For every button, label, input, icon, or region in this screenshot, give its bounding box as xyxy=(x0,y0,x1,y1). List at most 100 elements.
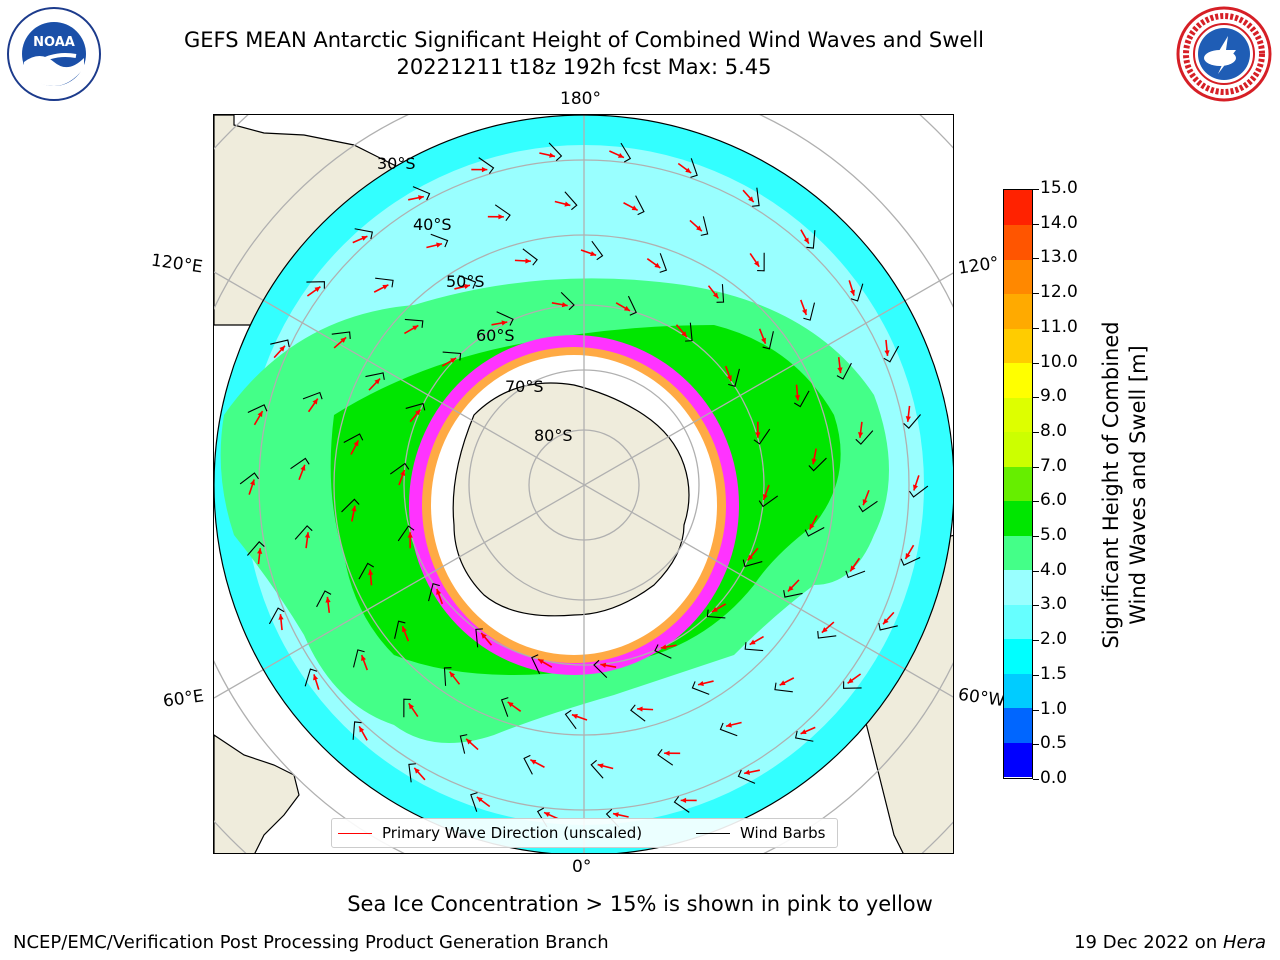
colorbar-tick-mark xyxy=(1033,258,1039,260)
colorbar-tick-label: 8.0 xyxy=(1040,420,1068,441)
wind-barb xyxy=(290,457,310,470)
colorbar-segment xyxy=(1004,673,1032,709)
wind-barb xyxy=(365,372,385,380)
wave-arrow-head xyxy=(712,292,719,299)
legend-wind-barbs: Wind Barbs xyxy=(696,824,825,842)
lat-label-30s: 30°S xyxy=(377,154,416,173)
wind-barb xyxy=(635,195,645,216)
wave-arrow-head xyxy=(637,706,643,712)
map-canvas: 30°S 40°S 50°S 60°S 70°S 80°S xyxy=(214,115,953,853)
colorbar-segment xyxy=(1004,224,1032,260)
wind-barb xyxy=(306,281,325,289)
wave-arrow-head xyxy=(257,411,263,418)
wave-arrow-head xyxy=(726,722,732,728)
wave-arrow-head xyxy=(382,284,389,290)
wave-arrow-head xyxy=(847,678,854,684)
wave-arrow-head xyxy=(711,606,718,612)
wind-barb xyxy=(352,721,362,740)
wave-arrow-head xyxy=(779,680,786,686)
wave-arrow-head xyxy=(913,484,918,491)
lon-label-60e: 60°E xyxy=(161,686,206,712)
wave-arrow-head xyxy=(466,738,472,745)
wave-arrow-head xyxy=(862,499,868,506)
wind-barb xyxy=(855,430,874,445)
wave-arrow-head xyxy=(787,585,794,592)
colorbar-segment xyxy=(1004,293,1032,329)
wind-barb xyxy=(883,345,900,363)
wave-arrow-head xyxy=(564,201,571,207)
lon-label-60w: 60°W xyxy=(956,684,1007,712)
wave-arrow-head xyxy=(761,337,766,344)
colorbar-tick-mark xyxy=(1033,501,1039,503)
wind-barb xyxy=(783,590,803,598)
wave-arrow-head xyxy=(304,532,311,538)
colorbar-segment xyxy=(1004,431,1032,467)
wind-barb xyxy=(430,233,449,248)
wind-barb xyxy=(753,428,771,445)
wind-barb xyxy=(247,404,268,413)
wave-arrow-head xyxy=(408,703,415,710)
wave-arrow-head xyxy=(849,289,855,296)
wave-arrow-head xyxy=(361,235,368,241)
wave-arrow-head xyxy=(623,305,630,311)
colorbar-tick-mark xyxy=(1033,431,1039,433)
wind-barb xyxy=(793,390,810,408)
colorbar-tick-mark xyxy=(1033,744,1039,746)
wave-arrow-head xyxy=(809,523,815,530)
wave-arrow-head xyxy=(664,750,670,756)
wind-barb xyxy=(564,709,577,730)
colorbar-segment xyxy=(1004,707,1032,743)
wave-arrow-head xyxy=(685,167,692,174)
wave-arrow-head xyxy=(498,214,504,220)
wind-barb xyxy=(354,228,374,240)
colorbar-tick-label: 5.0 xyxy=(1040,525,1068,546)
wind-barb xyxy=(239,472,259,485)
wave-arrow-head xyxy=(525,258,531,264)
wind-barb xyxy=(719,722,738,737)
wind-barb xyxy=(316,590,332,608)
wave-arrow-head xyxy=(257,548,263,554)
wind-barb xyxy=(630,704,646,722)
wind-barb xyxy=(691,681,710,695)
colorbar-tick-mark xyxy=(1033,640,1039,642)
wind-barb xyxy=(302,391,323,400)
wave-arrow-head xyxy=(325,596,331,603)
wave-arrow-head xyxy=(561,302,568,308)
colorbar-tick-label: 11.0 xyxy=(1040,316,1078,337)
wind-barb xyxy=(500,697,509,717)
colorbar-tick-label: 13.0 xyxy=(1040,247,1078,268)
colorbar-tick-mark xyxy=(1033,397,1039,399)
wave-arrow-head xyxy=(507,701,514,708)
wind-barb xyxy=(496,311,514,326)
colorbar-tick-mark xyxy=(1033,466,1039,468)
colorbar-tick-label: 6.0 xyxy=(1040,490,1068,511)
lon-label-180: 180° xyxy=(560,89,601,109)
wind-barb xyxy=(294,525,313,540)
wind-barb xyxy=(808,457,827,472)
wind-barb xyxy=(591,240,604,261)
colorbar-label: Significant Height of Combined Wind Wave… xyxy=(1099,321,1150,649)
wave-arrow-head xyxy=(837,367,843,374)
colorbar-tick-label: 1.5 xyxy=(1040,663,1068,684)
wave-arrow-head xyxy=(600,662,607,668)
colorbar-tick-label: 0.5 xyxy=(1040,733,1068,754)
colorbar-tick-label: 1.0 xyxy=(1040,698,1068,719)
wind-barb xyxy=(762,331,774,350)
wind-barb xyxy=(397,525,415,542)
wind-barb xyxy=(817,630,837,639)
wind-barb xyxy=(836,362,852,380)
wave-arrow-head xyxy=(436,242,442,248)
wave-arrow-head xyxy=(300,464,306,471)
legend-wave-swatch xyxy=(338,833,372,834)
wind-barb xyxy=(742,559,763,568)
colorbar-segment xyxy=(1004,328,1032,364)
colorbar-tick-mark xyxy=(1033,605,1039,607)
wave-arrow-head xyxy=(660,644,667,650)
noaa-logo: NOAA xyxy=(7,7,101,101)
wave-arrow-head xyxy=(449,671,456,678)
wind-barb xyxy=(442,351,462,361)
wave-direction-arrows xyxy=(248,150,920,820)
colorbar-tick-mark xyxy=(1033,362,1039,364)
lat-label-40s: 40°S xyxy=(413,215,452,234)
wave-arrow-head xyxy=(414,767,420,774)
